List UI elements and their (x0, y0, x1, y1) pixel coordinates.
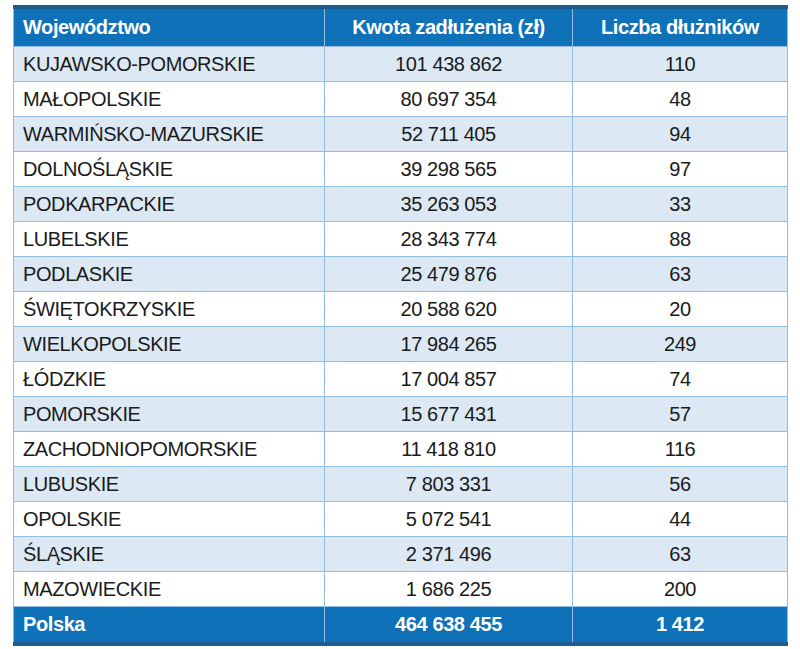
table-row: DOLNOŚLĄSKIE39 298 56597 (14, 152, 788, 187)
table-row: ZACHODNIOPOMORSKIE11 418 810116 (14, 432, 788, 467)
table-row: MAZOWIECKIE1 686 225200 (14, 572, 788, 607)
amount-cell: 15 677 431 (325, 397, 573, 432)
table-row: OPOLSKIE5 072 54144 (14, 502, 788, 537)
column-header-amount: Kwota zadłużenia (zł) (325, 7, 573, 47)
debtors-cell: 110 (573, 47, 788, 82)
region-cell: MAZOWIECKIE (14, 572, 325, 607)
table-row: LUBELSKIE28 343 77488 (14, 222, 788, 257)
table-row: MAŁOPOLSKIE80 697 35448 (14, 82, 788, 117)
region-cell: WIELKOPOLSKIE (14, 327, 325, 362)
region-cell: OPOLSKIE (14, 502, 325, 537)
region-cell: ŚLĄSKIE (14, 537, 325, 572)
table-row: POMORSKIE15 677 43157 (14, 397, 788, 432)
table-row: KUJAWSKO-POMORSKIE101 438 862110 (14, 47, 788, 82)
debtors-cell: 200 (573, 572, 788, 607)
region-cell: MAŁOPOLSKIE (14, 82, 325, 117)
amount-cell: 80 697 354 (325, 82, 573, 117)
debt-table-container: Województwo Kwota zadłużenia (zł) Liczba… (13, 5, 787, 646)
region-cell: LUBUSKIE (14, 467, 325, 502)
debtors-cell: 63 (573, 537, 788, 572)
total-amount-cell: 464 638 455 (325, 607, 573, 645)
region-cell: ŚWIĘTOKRZYSKIE (14, 292, 325, 327)
table-row: WIELKOPOLSKIE17 984 265249 (14, 327, 788, 362)
region-cell: WARMIŃSKO-MAZURSKIE (14, 117, 325, 152)
amount-cell: 28 343 774 (325, 222, 573, 257)
table-row: ŚWIĘTOKRZYSKIE20 588 62020 (14, 292, 788, 327)
table-row: ŁÓDZKIE17 004 85774 (14, 362, 788, 397)
table-row: WARMIŃSKO-MAZURSKIE52 711 40594 (14, 117, 788, 152)
amount-cell: 39 298 565 (325, 152, 573, 187)
debtors-cell: 33 (573, 187, 788, 222)
amount-cell: 1 686 225 (325, 572, 573, 607)
amount-cell: 11 418 810 (325, 432, 573, 467)
amount-cell: 7 803 331 (325, 467, 573, 502)
amount-cell: 17 984 265 (325, 327, 573, 362)
region-cell: POMORSKIE (14, 397, 325, 432)
debtors-cell: 249 (573, 327, 788, 362)
debtors-cell: 94 (573, 117, 788, 152)
table-row: LUBUSKIE7 803 33156 (14, 467, 788, 502)
debtors-cell: 48 (573, 82, 788, 117)
debtors-cell: 57 (573, 397, 788, 432)
region-cell: DOLNOŚLĄSKIE (14, 152, 325, 187)
debtors-cell: 56 (573, 467, 788, 502)
total-debtors-cell: 1 412 (573, 607, 788, 645)
region-cell: ŁÓDZKIE (14, 362, 325, 397)
region-cell: PODKARPACKIE (14, 187, 325, 222)
total-row: Polska 464 638 455 1 412 (14, 607, 788, 645)
amount-cell: 25 479 876 (325, 257, 573, 292)
debt-table: Województwo Kwota zadłużenia (zł) Liczba… (13, 5, 788, 646)
amount-cell: 5 072 541 (325, 502, 573, 537)
column-header-debtors: Liczba dłużników (573, 7, 788, 47)
table-row: PODKARPACKIE35 263 05333 (14, 187, 788, 222)
debtors-cell: 97 (573, 152, 788, 187)
debtors-cell: 88 (573, 222, 788, 257)
region-cell: KUJAWSKO-POMORSKIE (14, 47, 325, 82)
amount-cell: 35 263 053 (325, 187, 573, 222)
amount-cell: 101 438 862 (325, 47, 573, 82)
debt-table-header: Województwo Kwota zadłużenia (zł) Liczba… (14, 7, 788, 47)
debtors-cell: 74 (573, 362, 788, 397)
header-row: Województwo Kwota zadłużenia (zł) Liczba… (14, 7, 788, 47)
debtors-cell: 44 (573, 502, 788, 537)
region-cell: ZACHODNIOPOMORSKIE (14, 432, 325, 467)
debtors-cell: 116 (573, 432, 788, 467)
debtors-cell: 63 (573, 257, 788, 292)
amount-cell: 2 371 496 (325, 537, 573, 572)
region-cell: LUBELSKIE (14, 222, 325, 257)
debtors-cell: 20 (573, 292, 788, 327)
amount-cell: 52 711 405 (325, 117, 573, 152)
amount-cell: 17 004 857 (325, 362, 573, 397)
total-region-cell: Polska (14, 607, 325, 645)
column-header-region: Województwo (14, 7, 325, 47)
debt-table-footer: Polska 464 638 455 1 412 (14, 607, 788, 645)
table-row: ŚLĄSKIE2 371 49663 (14, 537, 788, 572)
table-row: PODLASKIE25 479 87663 (14, 257, 788, 292)
region-cell: PODLASKIE (14, 257, 325, 292)
debt-table-body: KUJAWSKO-POMORSKIE101 438 862110MAŁOPOLS… (14, 47, 788, 607)
amount-cell: 20 588 620 (325, 292, 573, 327)
